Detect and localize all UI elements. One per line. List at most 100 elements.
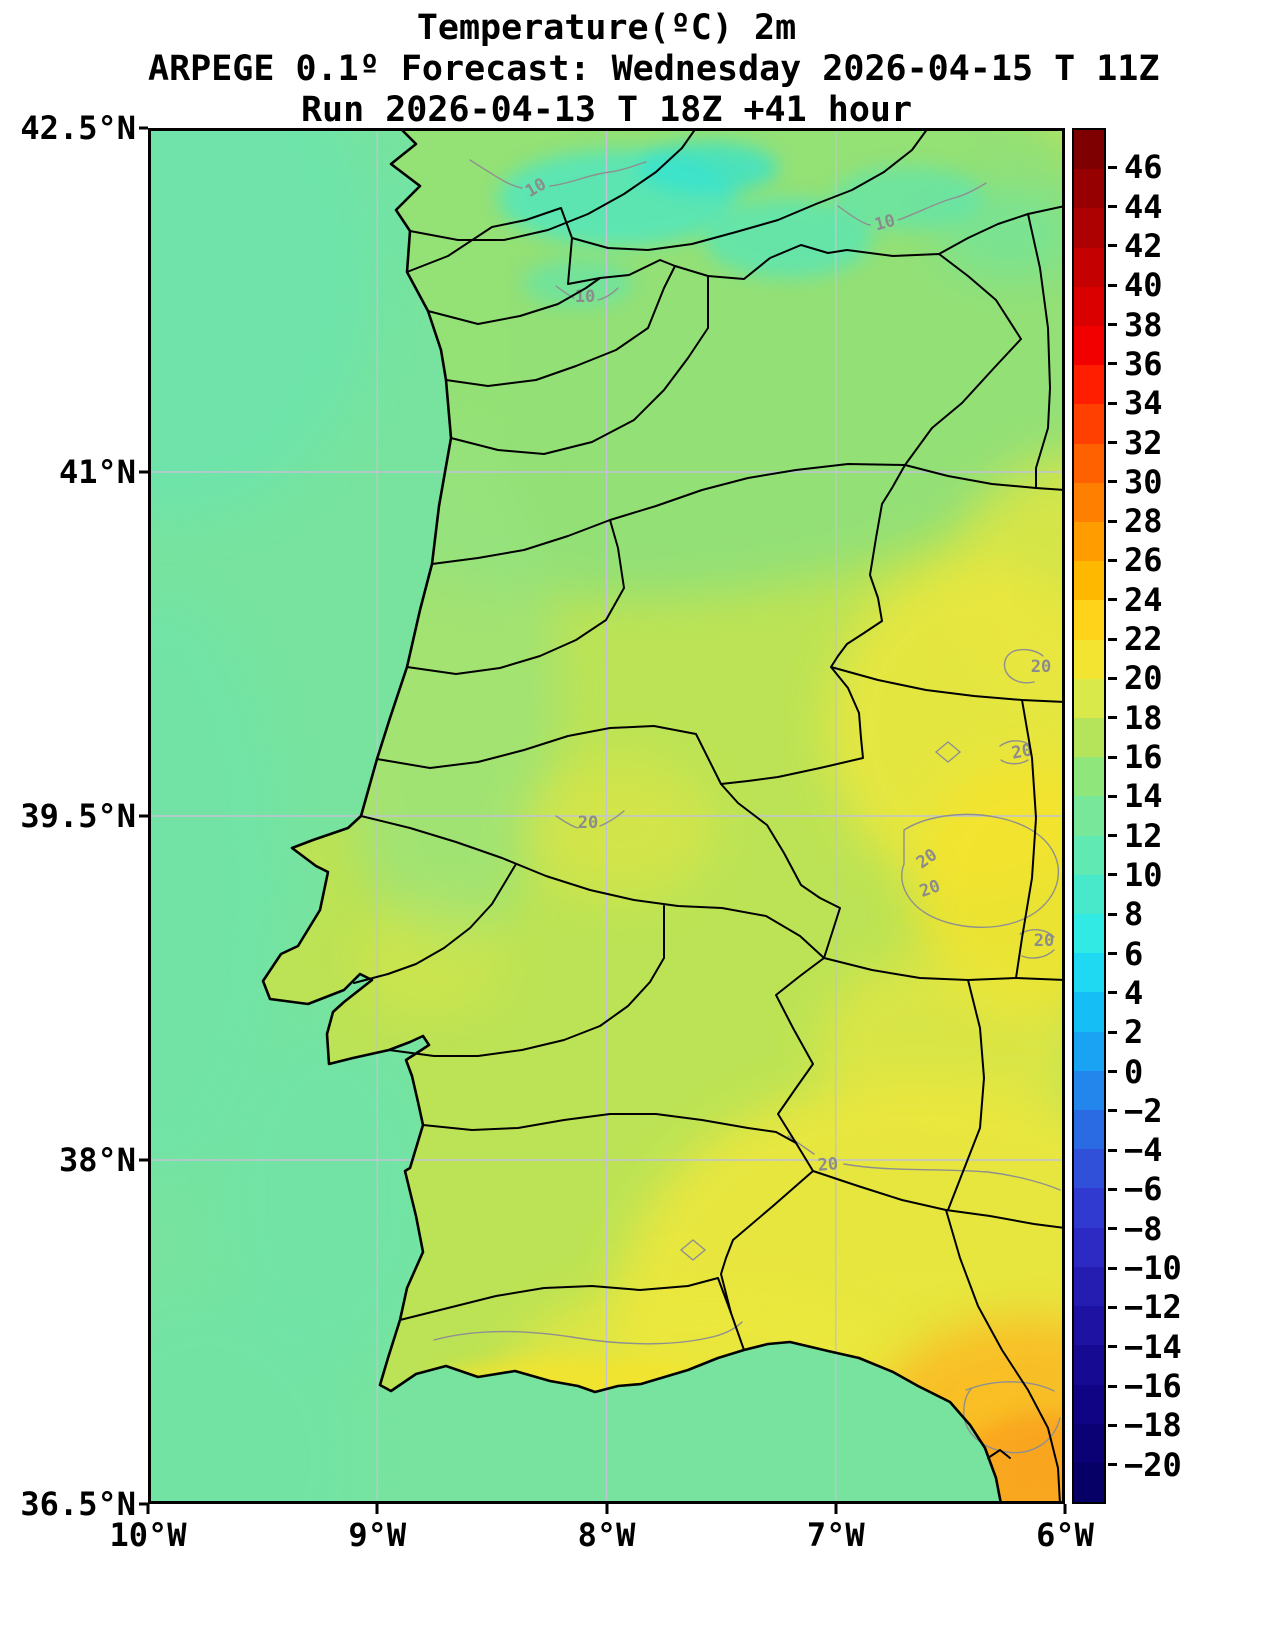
plot-subtitle: ARPEGE 0.1º Forecast: Wednesday 2026-04-… [148, 49, 1160, 89]
boundary-line [947, 979, 985, 1211]
colorbar-tick-mark [1108, 1305, 1117, 1309]
colorbar-tick: −12 [1108, 1288, 1182, 1326]
colorbar-tick-mark [1108, 519, 1117, 523]
colorbar-tick-mark [1108, 558, 1117, 562]
colorbar-band [1074, 561, 1104, 601]
temp-patch [523, 758, 713, 898]
boundary-line [388, 905, 665, 1057]
boundary-line [409, 128, 697, 241]
colorbar-tick-label: 32 [1124, 423, 1163, 462]
y-tick-mark [139, 814, 148, 818]
colorbar-tick: 20 [1108, 659, 1163, 697]
colorbar-tick: 2 [1108, 1013, 1143, 1051]
boundary-line [427, 277, 601, 325]
y-tick-mark [139, 1502, 148, 1506]
colorbar-tick-label: 6 [1124, 934, 1144, 973]
contour-line [469, 159, 523, 189]
colorbar-bands [1074, 130, 1104, 1503]
colorbar-band [1074, 404, 1104, 444]
colorbar-band [1074, 678, 1104, 719]
boundary-line [1027, 213, 1051, 489]
colorbar-tick-label: 4 [1124, 973, 1144, 1012]
contour-line [837, 205, 871, 226]
colorbar-tick-label: 0 [1124, 1052, 1144, 1091]
colorbar-tick: −10 [1108, 1249, 1182, 1287]
boundary-line [450, 275, 709, 455]
y-axis-tick-marks [139, 126, 148, 1506]
contour-label: 20 [1034, 931, 1054, 951]
colorbar-tick-label: 34 [1124, 384, 1163, 423]
boundary-line [823, 957, 1065, 981]
x-tick-mark [375, 1504, 379, 1514]
contour-line [934, 741, 962, 763]
colorbar-tick-mark [1108, 1187, 1117, 1191]
colorbar-band [1074, 639, 1104, 679]
y-tick-mark [139, 1158, 148, 1162]
colorbar-tick-label: 16 [1124, 738, 1163, 777]
boundary-line [1015, 699, 1037, 979]
colorbar-tick: −14 [1108, 1328, 1182, 1366]
figure-titles: Temperature(ºC) 2m ARPEGE 0.1º Forecast:… [148, 8, 1160, 131]
colorbar-tick: 34 [1108, 384, 1163, 422]
boundary-line [353, 863, 517, 984]
temperature-contour-lines [433, 159, 1061, 1454]
boundary-line [830, 666, 1065, 703]
colorbar-band [1074, 1384, 1104, 1424]
colorbar-tick-label: 30 [1124, 462, 1163, 501]
grid-lines [148, 128, 1065, 1504]
colorbar-tick-mark [1108, 362, 1117, 366]
colorbar-tick: 30 [1108, 463, 1163, 501]
colorbar-tick-label: 26 [1124, 541, 1163, 580]
colorbar-band [1074, 130, 1104, 170]
temp-patch [218, 1028, 438, 1368]
colorbar-tick: −16 [1108, 1367, 1182, 1405]
contour-label: 20 [1031, 657, 1051, 677]
contour-line [843, 1163, 1061, 1191]
colorbar-tick-mark [1108, 991, 1117, 995]
contour-label: 20 [1010, 740, 1034, 763]
colorbar-band [1074, 718, 1104, 758]
colorbar-band [1074, 1227, 1104, 1267]
colorbar-tick-label: 36 [1124, 344, 1163, 383]
boundary-line [360, 815, 825, 959]
colorbar-tick-label: 28 [1124, 502, 1163, 541]
colorbar-band [1074, 482, 1104, 523]
colorbar-tick-mark [1108, 165, 1117, 169]
colorbar-tick-label: −8 [1124, 1209, 1163, 1248]
colorbar-tick-label: 42 [1124, 226, 1163, 265]
colorbar-tick-label: 40 [1124, 266, 1163, 305]
boundary-line [987, 1449, 1011, 1459]
colorbar-tick-label: −2 [1124, 1091, 1163, 1130]
contour-line [599, 810, 625, 827]
contour-line [555, 815, 579, 829]
x-tick-mark [146, 1504, 150, 1514]
colorbar-tick-mark [1108, 873, 1117, 877]
contour-line [1000, 759, 1029, 765]
colorbar-tick-label: 46 [1124, 148, 1163, 187]
colorbar-band [1074, 835, 1104, 875]
colorbar-tick-mark [1108, 205, 1117, 209]
y-tick-label: 38°N [58, 1141, 136, 1179]
colorbar-tick-label: 20 [1124, 659, 1163, 698]
colorbar-tick-label: 8 [1124, 895, 1144, 934]
colorbar-tick-label: −4 [1124, 1131, 1163, 1170]
colorbar-tick: 14 [1108, 777, 1163, 815]
colorbar-band [1074, 992, 1104, 1032]
colorbar-tick: 40 [1108, 266, 1163, 304]
colorbar-band [1074, 874, 1104, 915]
colorbar-band [1074, 1031, 1104, 1071]
colorbar-tick: −18 [1108, 1406, 1182, 1444]
boundary-line [571, 128, 929, 251]
contour-line [787, 1135, 815, 1155]
colorbar-tick-mark [1108, 676, 1117, 680]
colorbar-band [1074, 600, 1104, 640]
colorbar [1072, 128, 1106, 1504]
coastline [261, 128, 1003, 1504]
y-tick-label: 41°N [58, 453, 136, 491]
colorbar-tick-mark [1108, 441, 1117, 444]
contour-label: 20 [578, 813, 598, 833]
colorbar-tick-mark [1108, 716, 1117, 720]
colorbar-tick-label: −14 [1124, 1327, 1182, 1366]
